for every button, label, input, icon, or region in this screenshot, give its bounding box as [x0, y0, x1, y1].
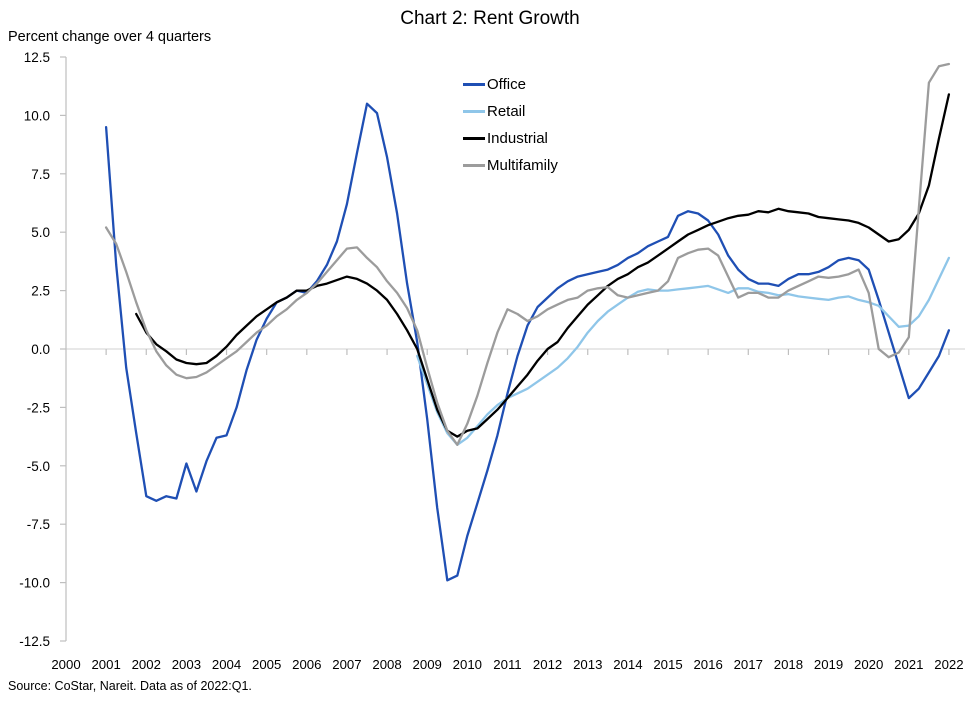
- x-axis-tick-label: 2020: [854, 657, 883, 672]
- x-axis-tick-label: 2008: [372, 657, 401, 672]
- source-note: Source: CoStar, Nareit. Data as of 2022:…: [8, 679, 252, 693]
- y-axis-tick-label: -10.0: [19, 576, 50, 591]
- chart-title: Chart 2: Rent Growth: [400, 8, 580, 29]
- x-axis-tick-label: 2009: [413, 657, 442, 672]
- y-axis-tick-label: -12.5: [19, 634, 50, 649]
- x-axis-tick-label: 2012: [533, 657, 562, 672]
- legend-item-multifamily: Multifamily: [463, 152, 558, 179]
- legend-item-industrial: Industrial: [463, 125, 558, 152]
- legend-item-office: Office: [463, 71, 558, 98]
- x-axis-tick-label: 2013: [573, 657, 602, 672]
- x-axis-tick-label: 2018: [774, 657, 803, 672]
- legend-label-retail: Retail: [487, 103, 526, 120]
- x-axis-tick-label: 2003: [172, 657, 201, 672]
- x-axis-tick-label: 2011: [493, 657, 521, 672]
- legend-label-multifamily: Multifamily: [487, 157, 558, 174]
- legend-label-industrial: Industrial: [487, 130, 548, 147]
- x-axis-tick-label: 2019: [814, 657, 843, 672]
- x-axis-tick-label: 2007: [332, 657, 361, 672]
- industrial-line-swatch: [463, 137, 485, 140]
- y-axis-tick-label: -5.0: [27, 459, 50, 474]
- x-axis-tick-label: 2022: [934, 657, 963, 672]
- x-axis-tick-label: 2014: [613, 657, 642, 672]
- x-axis-tick-label: 2010: [453, 657, 482, 672]
- y-axis-tick-label: 2.5: [31, 284, 50, 299]
- x-axis-tick-label: 2005: [252, 657, 281, 672]
- series-line-office: [104, 102, 951, 582]
- y-axis-tick-label: 5.0: [31, 225, 50, 240]
- x-axis-tick-label: 2004: [212, 657, 241, 672]
- y-axis-tick-label: 7.5: [31, 167, 50, 182]
- retail-line-swatch: [463, 110, 485, 113]
- x-axis-tick-label: 2002: [132, 657, 161, 672]
- x-axis-tick-label: 2006: [292, 657, 321, 672]
- y-axis-tick-label: -2.5: [27, 400, 50, 415]
- legend-label-office: Office: [487, 76, 526, 93]
- y-axis-tick-label: 12.5: [24, 50, 50, 65]
- y-axis-tick-label: 0.0: [31, 342, 50, 357]
- legend: Office Retail Industrial Multifamily: [463, 71, 558, 179]
- x-axis-tick-label: 2021: [894, 657, 923, 672]
- x-axis-tick-label: 2015: [653, 657, 682, 672]
- y-axis-tick-label: 10.0: [24, 108, 50, 123]
- x-axis-tick-label: 2001: [91, 657, 120, 672]
- legend-item-retail: Retail: [463, 98, 558, 125]
- series-line-multifamily: [104, 62, 951, 446]
- y-axis-tick-label: -7.5: [27, 517, 50, 532]
- x-axis-tick-label: 2016: [693, 657, 722, 672]
- y-axis-title: Percent change over 4 quarters: [8, 29, 212, 45]
- x-axis-tick-label: 2017: [734, 657, 763, 672]
- multifamily-line-swatch: [463, 164, 485, 167]
- office-line-swatch: [463, 83, 485, 86]
- series-line-industrial: [135, 93, 951, 438]
- x-axis-tick-label: 2000: [51, 657, 80, 672]
